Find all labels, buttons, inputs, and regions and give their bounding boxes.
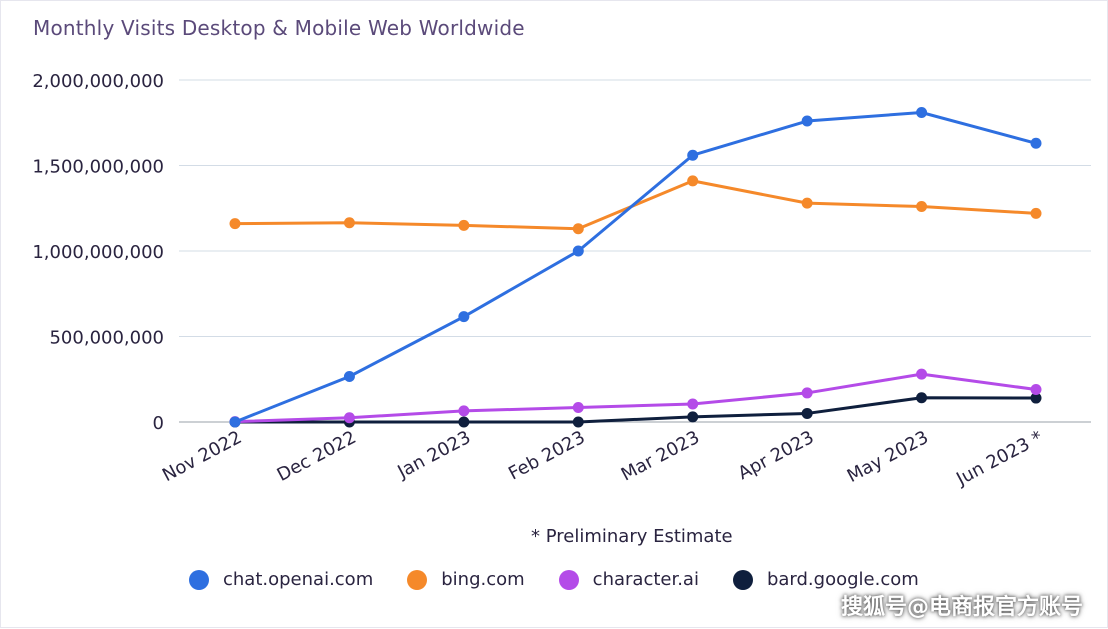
data-point-bard.google.com (458, 416, 470, 428)
x-tick-label: Dec 2022 (274, 427, 360, 486)
legend-item-bing[interactable]: bing.com (407, 569, 525, 590)
series-line-chat.openai.com (234, 110, 1037, 424)
series-line-bard.google.com (235, 396, 1037, 424)
x-tick-label: Jan 2023 (393, 427, 474, 483)
data-point-bing.com (801, 197, 813, 209)
legend-marker (189, 569, 209, 590)
data-point-bing.com (343, 217, 355, 229)
y-tick-label: 1,000,000,000 (32, 242, 164, 263)
legend-label: character.ai (592, 569, 699, 590)
data-point-chat.openai.com (343, 371, 355, 383)
legend-marker (558, 569, 579, 590)
legend-marker (407, 569, 428, 590)
data-point-chat.openai.com (229, 416, 241, 428)
data-point-bing.com (1030, 207, 1042, 219)
data-point-character.ai (916, 368, 928, 380)
y-tick-label: 500,000,000 (49, 328, 164, 349)
data-point-chat.openai.com (801, 115, 813, 127)
x-tick-label: Feb 2023 (505, 427, 589, 485)
y-tick-label: 1,500,000,000 (32, 157, 164, 178)
x-tick-label: Apr 2023 (735, 427, 818, 484)
x-tick-label: Nov 2022 (159, 427, 245, 486)
data-point-character.ai (1030, 384, 1042, 396)
data-point-bard.google.com (572, 416, 584, 428)
x-tick-label: May 2023 (844, 427, 932, 487)
legend-item-bard-google[interactable]: bard.google.com (732, 569, 919, 590)
preliminary-estimate-note: * Preliminary Estimate (531, 526, 733, 547)
x-tick-label: Jun 2023 * (952, 427, 1046, 490)
y-tick-label: 0 (153, 413, 164, 434)
legend-item-chat-openai[interactable]: chat.openai.com (189, 569, 373, 590)
data-point-bard.google.com (801, 407, 813, 419)
y-tick-label: 2,000,000,000 (32, 71, 164, 92)
data-point-bing.com (572, 223, 584, 235)
data-point-chat.openai.com (572, 245, 584, 257)
data-point-character.ai (458, 405, 470, 417)
data-point-bard.google.com (916, 392, 928, 404)
legend-label: bard.google.com (766, 569, 919, 590)
series-line-character.ai (234, 372, 1037, 424)
legend-item-character-ai[interactable]: character.ai (558, 569, 699, 590)
data-point-character.ai (572, 401, 584, 413)
data-point-bard.google.com (687, 411, 699, 423)
data-point-character.ai (801, 387, 813, 399)
data-point-chat.openai.com (1030, 137, 1042, 149)
watermark-text: 搜狐号@电商报官方账号 (840, 595, 1083, 620)
legend-label: chat.openai.com (223, 569, 374, 590)
data-point-chat.openai.com (916, 106, 928, 118)
legend-label: bing.com (441, 569, 525, 590)
data-point-bing.com (458, 219, 470, 231)
data-point-bing.com (916, 201, 928, 213)
x-tick-label: Mar 2023 (618, 427, 703, 486)
data-point-chat.openai.com (687, 149, 699, 161)
legend: chat.openai.com bing.com character.ai ba… (189, 569, 919, 590)
chart-title: Monthly Visits Desktop & Mobile Web Worl… (33, 16, 525, 40)
data-point-bard.google.com (1030, 392, 1042, 404)
data-point-character.ai (687, 398, 699, 410)
data-point-chat.openai.com (458, 311, 470, 323)
data-point-character.ai (343, 412, 355, 424)
data-point-bing.com (229, 218, 241, 230)
data-point-bing.com (687, 175, 699, 187)
legend-marker (732, 569, 753, 590)
